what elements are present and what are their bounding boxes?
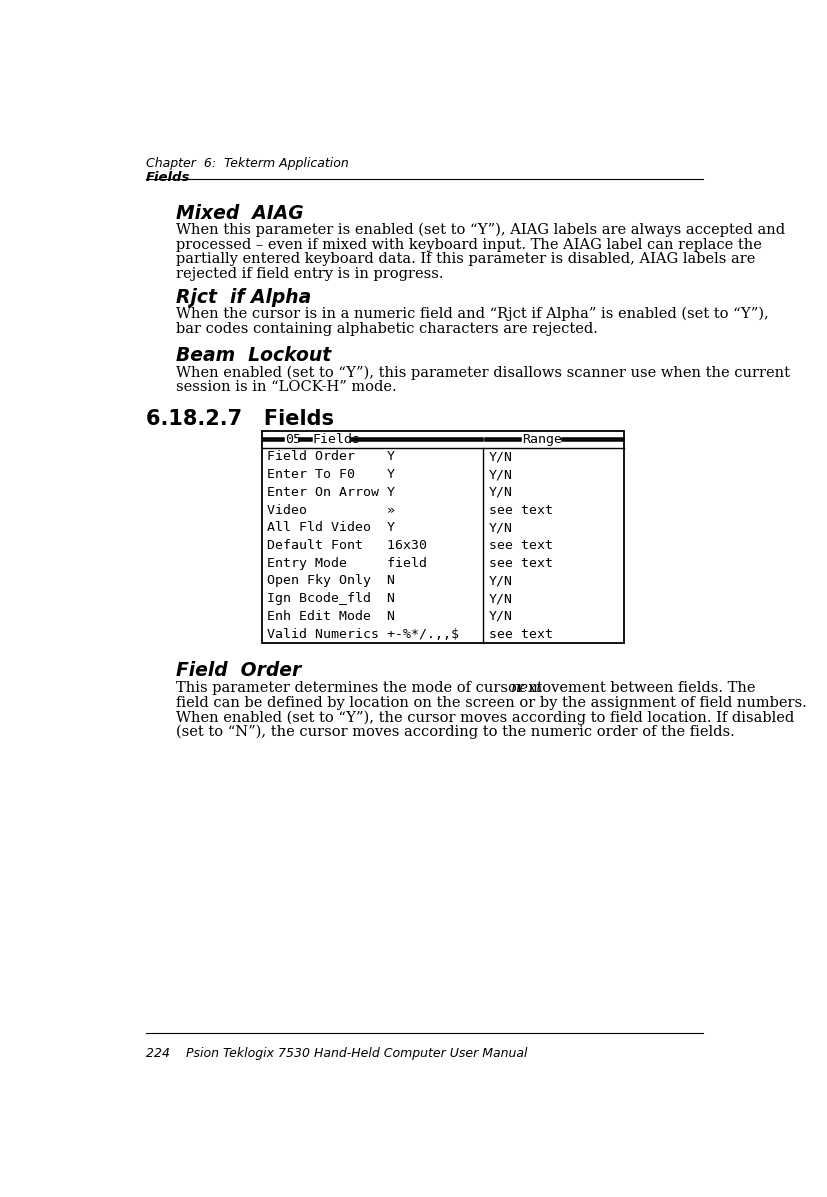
Text: Y/N: Y/N <box>488 522 512 534</box>
Text: Enter On Arrow Y: Enter On Arrow Y <box>266 486 394 499</box>
Text: next: next <box>510 681 543 695</box>
Text: Y/N: Y/N <box>488 468 512 481</box>
Text: When enabled (set to “Y”), the cursor moves according to field location. If disa: When enabled (set to “Y”), the cursor mo… <box>175 710 793 724</box>
Text: see text: see text <box>488 627 552 640</box>
Text: Field  Order: Field Order <box>175 661 300 680</box>
Text: When this parameter is enabled (set to “Y”), AIAG labels are always accepted and: When this parameter is enabled (set to “… <box>175 223 784 237</box>
Text: 6.18.2.7   Fields: 6.18.2.7 Fields <box>146 409 334 430</box>
Text: Open Fky Only  N: Open Fky Only N <box>266 575 394 588</box>
Text: Valid Numerics +-%*/.,,$: Valid Numerics +-%*/.,,$ <box>266 627 458 640</box>
Text: Entry Mode     field: Entry Mode field <box>266 557 427 570</box>
Text: Y/N: Y/N <box>488 593 512 606</box>
Text: see text: see text <box>488 557 552 570</box>
Text: Fields: Fields <box>146 171 190 183</box>
Text: session is in “LOCK-H” mode.: session is in “LOCK-H” mode. <box>175 379 396 394</box>
Text: Enter To F0    Y: Enter To F0 Y <box>266 468 394 481</box>
Text: partially entered keyboard data. If this parameter is disabled, AIAG labels are: partially entered keyboard data. If this… <box>175 253 754 266</box>
Text: Ign Bcode_fld  N: Ign Bcode_fld N <box>266 593 394 606</box>
Text: 224    Psion Teklogix 7530 Hand-Held Computer User Manual: 224 Psion Teklogix 7530 Hand-Held Comput… <box>146 1047 527 1059</box>
Text: Field Order    Y: Field Order Y <box>266 450 394 463</box>
Text: When the cursor is in a numeric field and “Rjct if Alpha” is enabled (set to “Y”: When the cursor is in a numeric field an… <box>175 306 767 321</box>
Text: bar codes containing alphabetic characters are rejected.: bar codes containing alphabetic characte… <box>175 322 597 335</box>
Text: This parameter determines the mode of cursor movement between fields. The: This parameter determines the mode of cu… <box>175 681 759 695</box>
Text: processed – even if mixed with keyboard input. The AIAG label can replace the: processed – even if mixed with keyboard … <box>175 237 761 251</box>
Text: Video          »: Video » <box>266 504 394 517</box>
Text: 05: 05 <box>284 433 300 445</box>
Text: (set to “N”), the cursor moves according to the numeric order of the fields.: (set to “N”), the cursor moves according… <box>175 725 734 740</box>
Text: see text: see text <box>488 504 552 517</box>
Text: Enh Edit Mode  N: Enh Edit Mode N <box>266 610 394 622</box>
Bar <box>261 431 624 643</box>
Text: Fields: Fields <box>313 433 361 445</box>
Text: All Fld Video  Y: All Fld Video Y <box>266 522 394 534</box>
Text: Y/N: Y/N <box>488 575 512 588</box>
Text: Rjct  if Alpha: Rjct if Alpha <box>175 288 310 308</box>
Text: field can be defined by location on the screen or by the assignment of field num: field can be defined by location on the … <box>175 695 805 710</box>
Text: Mixed  AIAG: Mixed AIAG <box>175 203 303 223</box>
Text: Range: Range <box>521 433 562 445</box>
Text: When enabled (set to “Y”), this parameter disallows scanner use when the current: When enabled (set to “Y”), this paramete… <box>175 365 789 379</box>
Text: Y/N: Y/N <box>488 610 512 622</box>
Text: Default Font   16x30: Default Font 16x30 <box>266 539 427 552</box>
Text: Y/N: Y/N <box>488 486 512 499</box>
Text: see text: see text <box>488 539 552 552</box>
Text: Beam  Lockout: Beam Lockout <box>175 346 331 365</box>
Text: Y/N: Y/N <box>488 450 512 463</box>
Text: Chapter  6:  Tekterm Application: Chapter 6: Tekterm Application <box>146 158 348 170</box>
Text: rejected if field entry is in progress.: rejected if field entry is in progress. <box>175 267 442 281</box>
